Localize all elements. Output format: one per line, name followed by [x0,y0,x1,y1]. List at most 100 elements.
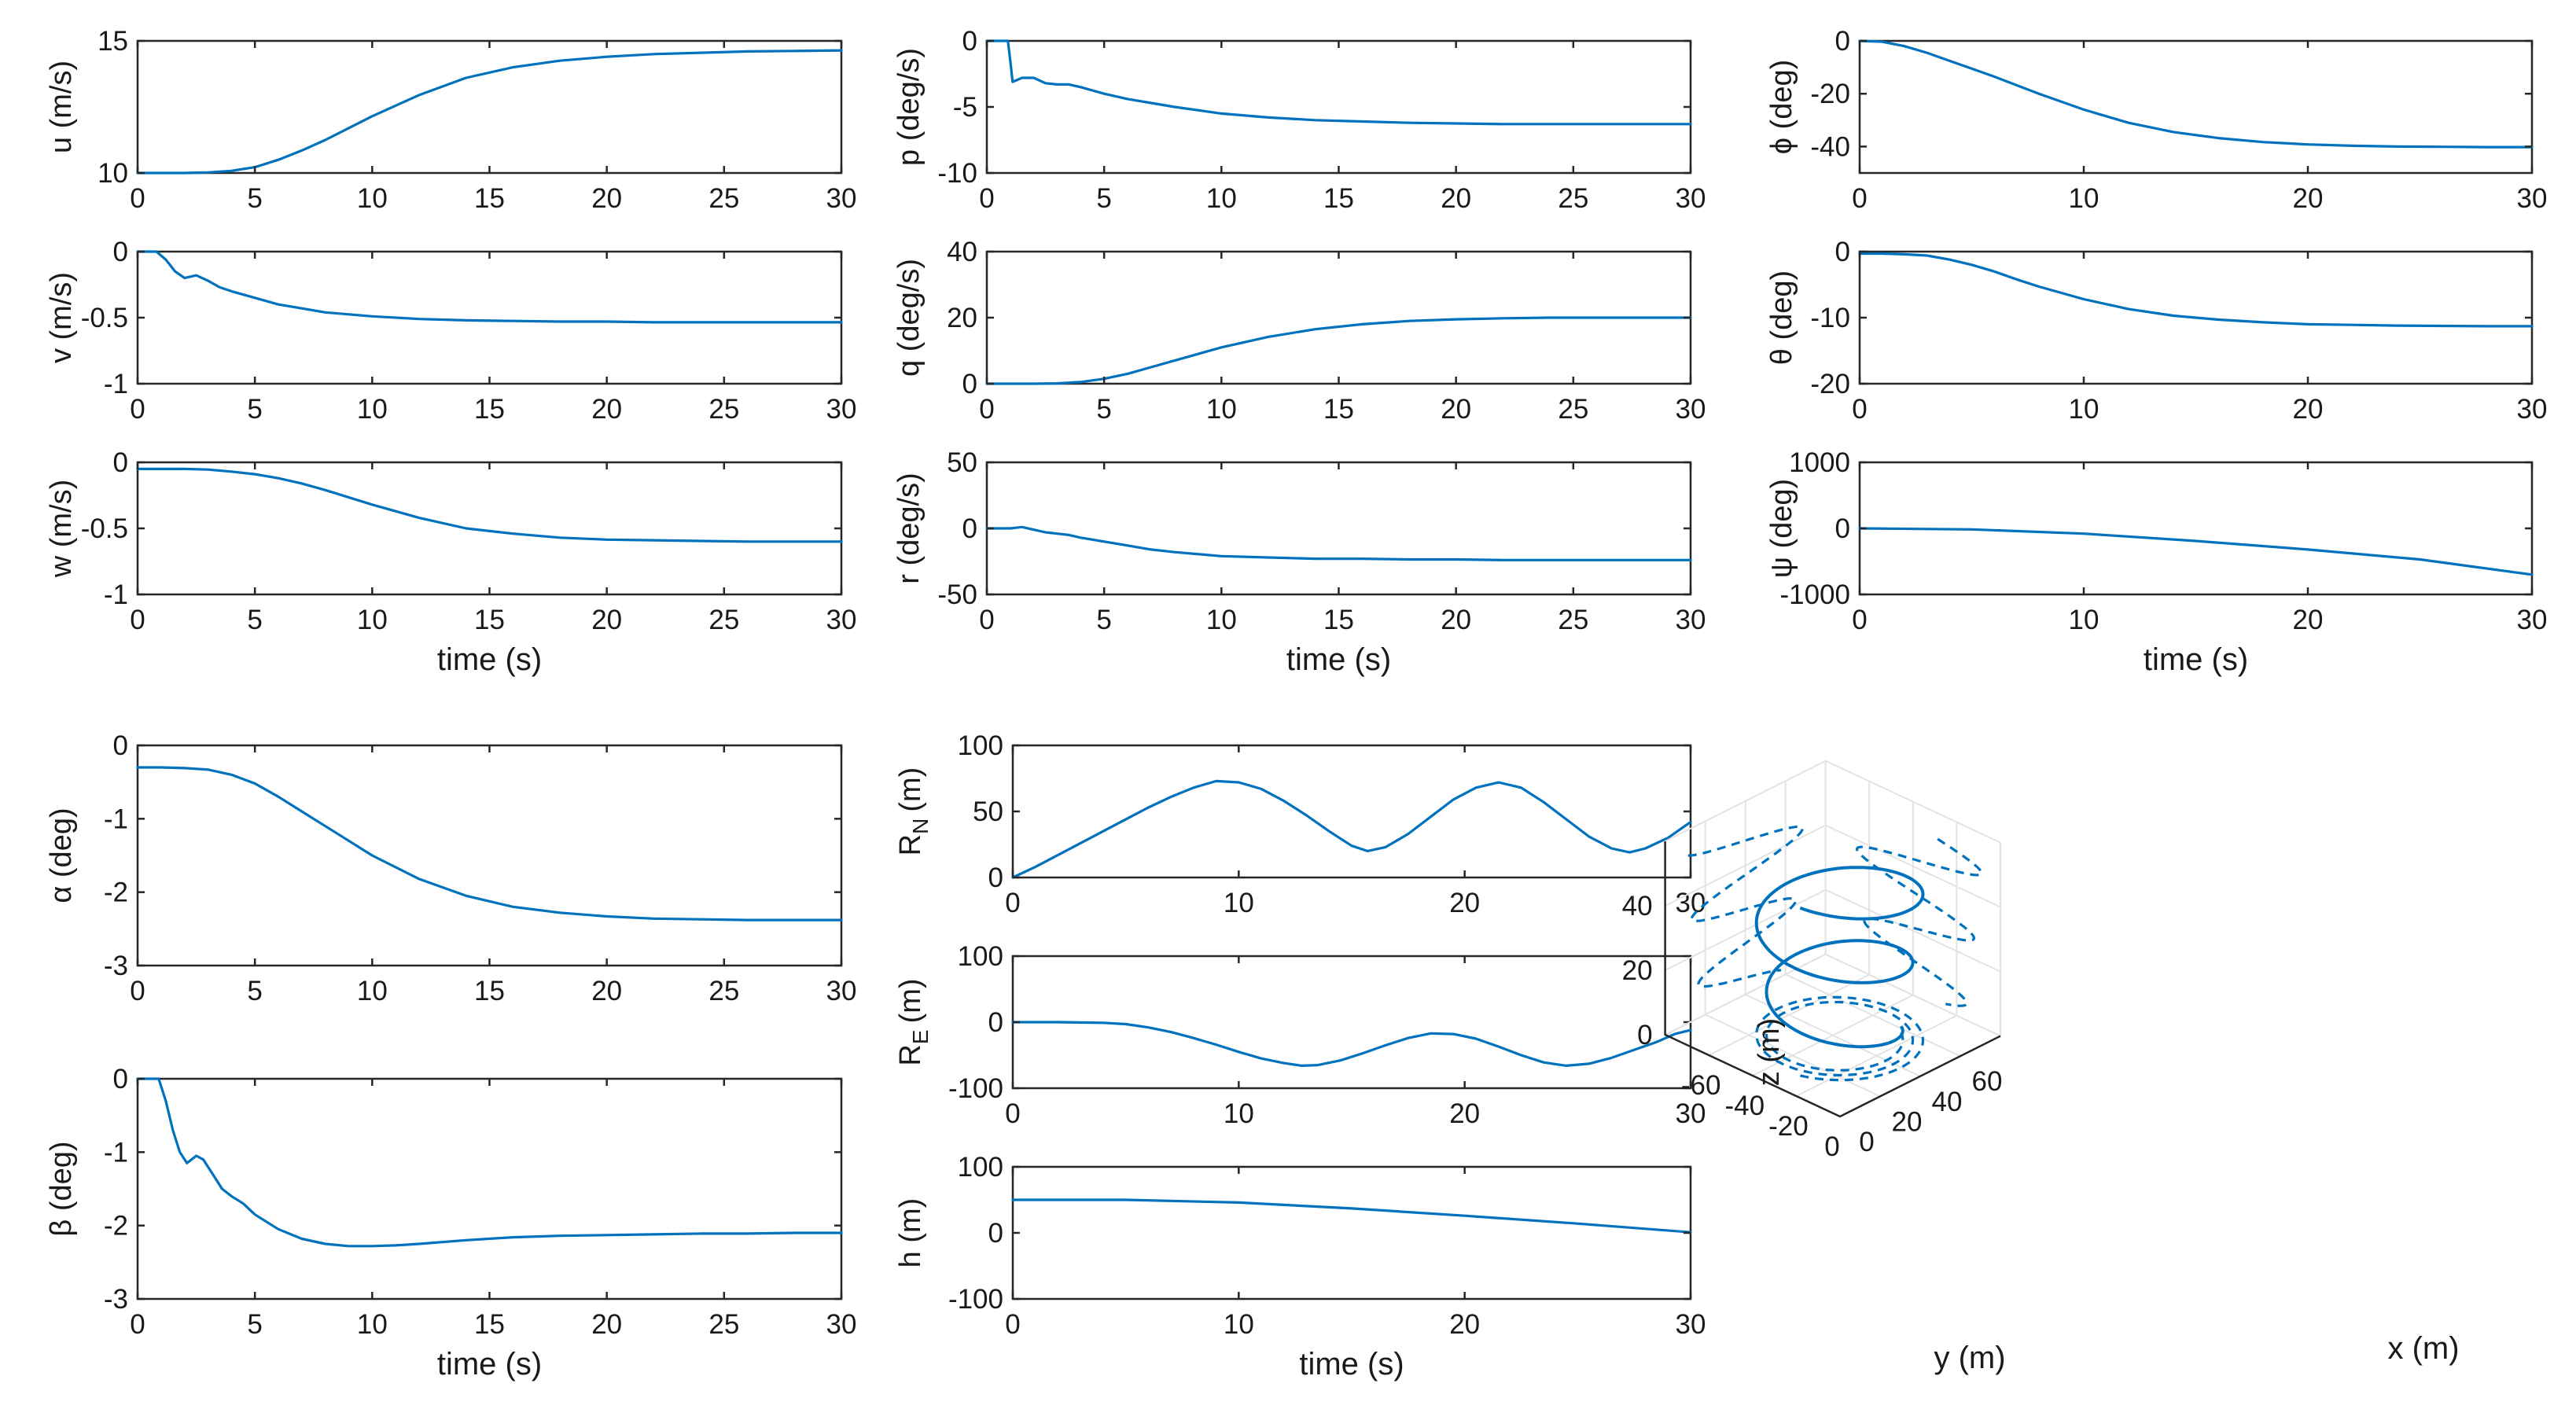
chart-phi: 0 10 20 30 -40 -20 0 ϕ (deg) [1765,26,2547,214]
x-tick-label: 0 [130,605,145,635]
series-line [985,316,1692,385]
x-tick-label: 0 [979,183,994,214]
y-tick-label: 20 [947,303,977,333]
y-tick-label: -20 [1810,79,1850,109]
y-axis-label: q (deg/s) [892,259,926,377]
y-axis-label-sub: N [908,819,933,834]
x-tick-label: 15 [474,394,505,425]
x-tick-label: 10 [1224,888,1254,918]
z-tick-label: 0 [1637,1020,1652,1050]
z-tick-label: 20 [1622,955,1653,986]
x-tick-label: 0 [1005,888,1020,918]
axes-frame [136,744,843,967]
x-tick-label: 0 [1005,1309,1020,1340]
x-tick-label: 30 [826,605,857,635]
series-line [136,766,843,922]
axes-frame [1858,39,2534,175]
x-tick-label: 0 [130,976,145,1006]
y-tick-label: -20 [1810,369,1850,399]
y-tick-label: 15 [98,26,128,57]
x-tick-label: 10 [2069,183,2099,214]
x-tick-label: 5 [247,394,262,425]
chart-p: 0 5 10 15 20 25 30 -10 -5 0 p (deg/s) [892,26,1706,214]
x-axis-label: time (s) [437,642,542,677]
x-tick-label: 30 [2517,394,2548,425]
grid-line [1708,973,1870,1056]
x-axis-label: time (s) [1286,642,1391,677]
y-tick-label: -3 [104,951,128,981]
x-tick-label: 25 [708,394,739,425]
z-axis-label: z (m) [1753,1018,1786,1087]
x-tick-label: 20 [2293,183,2324,214]
y-tick-label: 0 [113,237,128,267]
y-tick-label: -1 [104,579,128,610]
x-tick-label: 5 [1096,605,1111,635]
x-tick-label: 30 [1676,394,1706,425]
x-axis-label: time (s) [437,1347,542,1381]
x-tick-label: 30 [2517,183,2548,214]
y-tick-label: -50 [937,579,977,610]
series-line [1858,252,2534,328]
axes-frame [985,39,1692,175]
x-tick-label: 0 [979,605,994,635]
grid-line [1665,824,2001,908]
x-tick-label: 20 [591,976,622,1006]
x-tick-label: 30 [2517,605,2548,635]
grid-line [1665,888,2001,973]
series-line [136,467,843,543]
y-axis-label-main: R [894,1044,927,1065]
y-tick-label: 1000 [1789,447,1850,478]
y-tick-label: -2 [104,1211,128,1242]
x-tick-label: 20 [1892,1106,1923,1137]
y-tick-label: -100 [948,1073,1003,1104]
x-tick-label: 10 [2069,394,2099,425]
x-tick-label: 15 [474,1309,505,1340]
grid-line [1665,760,2001,844]
y-tick-label: -1 [104,804,128,834]
x-tick-label: 20 [1449,888,1480,918]
y-axis-label-main: R [894,834,927,855]
y-tick-label: 50 [947,447,977,478]
trajectory-3d-plot: 0 20 40 0 -20-40-60 0 20 40 60 z (m) y (m) x (m) [1622,760,2460,1375]
x-tick-label: 0 [130,183,145,214]
series-line [136,49,843,175]
chart-u: 0 5 10 15 20 25 30 10 15 u (m/s) [45,26,856,214]
x-tick-label: 25 [1558,183,1588,214]
projection-xy [1755,995,1925,1082]
x-tick-label: 30 [826,183,857,214]
x-tick-label: 15 [1323,605,1354,635]
x-tick-label: 0 [1852,605,1867,635]
projection-yz [1855,837,1983,1007]
series-line [985,525,1692,561]
x-tick-label: 5 [247,605,262,635]
x-tick-label: 20 [2293,605,2324,635]
y-tick-label: 100 [958,1152,1003,1183]
x-tick-label: 20 [1441,394,1471,425]
x-tick-label: 10 [1224,1309,1254,1340]
x-tick-label: 15 [474,976,505,1006]
axes-frame [136,250,843,385]
x-tick-label: 10 [357,976,388,1006]
x-tick-label: 15 [474,605,505,635]
y-tick-label: -5 [953,92,977,123]
y-tick-label: 0 [962,26,977,57]
x-tick-label: 30 [1676,1098,1706,1129]
y-tick-label: 0 [1835,237,1850,267]
y-tick-label: 0 [113,730,128,761]
x-tick-label: 5 [247,183,262,214]
y-tick-label: 0 [1835,26,1850,57]
x-tick-label: 40 [1932,1087,1963,1117]
y-axis-label: ϕ (deg) [1765,60,1798,155]
y-tick-label: -40 [1725,1091,1765,1121]
x-tick-label: 25 [708,605,739,635]
y-axis-label-unit: (m) [894,767,927,812]
y-tick-label: -1 [104,369,128,399]
grid-line [1665,953,2001,1037]
y-axis-label: RN (m) [894,767,933,856]
series-line [985,39,1692,126]
x-tick-label: 15 [1323,183,1354,214]
